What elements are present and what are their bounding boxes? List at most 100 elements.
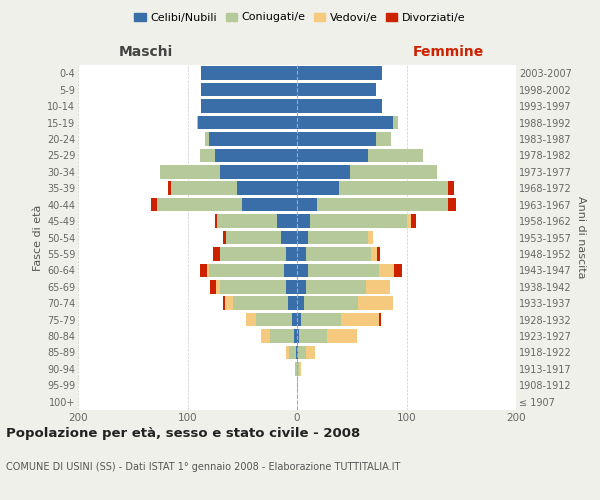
Bar [286,346,289,359]
Bar [297,83,376,96]
Bar [200,83,297,96]
Bar [306,280,366,293]
Text: COMUNE DI USINI (SS) - Dati ISTAT 1° gennaio 2008 - Elaborazione TUTTITALIA.IT: COMUNE DI USINI (SS) - Dati ISTAT 1° gen… [6,462,400,472]
Bar [317,198,448,211]
Bar [304,296,358,310]
Bar [297,148,368,162]
Bar [207,264,209,277]
Bar [220,247,286,260]
Bar [297,330,299,343]
Bar [341,313,379,326]
Bar [160,165,220,178]
Bar [233,296,288,310]
Text: Maschi: Maschi [118,45,173,59]
Bar [217,214,277,228]
Bar [205,132,209,145]
Bar [286,247,297,260]
Bar [199,116,297,129]
Bar [299,330,326,343]
Bar [256,313,292,326]
Bar [294,330,297,343]
Bar [245,313,256,326]
Y-axis label: Fasce di età: Fasce di età [32,204,43,270]
Bar [368,231,373,244]
Bar [220,165,297,178]
Bar [377,247,380,260]
Bar [168,182,171,195]
Bar [215,148,297,162]
Bar [297,132,376,145]
Bar [379,264,394,277]
Bar [200,66,297,80]
Bar [220,280,286,293]
Bar [297,296,304,310]
Bar [209,132,297,145]
Legend: Celibi/Nubili, Coniugati/e, Vedovi/e, Divorziati/e: Celibi/Nubili, Coniugati/e, Vedovi/e, Di… [130,8,470,27]
Bar [297,280,306,293]
Bar [277,214,297,228]
Bar [298,346,306,359]
Bar [308,264,379,277]
Bar [226,231,281,244]
Bar [350,165,437,178]
Bar [289,346,296,359]
Bar [297,198,317,211]
Bar [200,100,297,113]
Bar [297,116,394,129]
Bar [237,182,297,195]
Bar [157,198,242,211]
Bar [394,264,402,277]
Bar [242,198,297,211]
Bar [301,313,341,326]
Bar [200,264,207,277]
Bar [366,280,390,293]
Bar [211,280,216,293]
Bar [371,247,377,260]
Bar [297,66,382,80]
Bar [297,313,301,326]
Bar [448,198,456,211]
Bar [297,378,298,392]
Bar [151,198,157,211]
Bar [209,264,284,277]
Bar [225,296,233,310]
Bar [379,313,382,326]
Bar [411,214,416,228]
Bar [284,264,297,277]
Bar [297,214,310,228]
Bar [308,231,368,244]
Bar [171,182,237,195]
Bar [223,296,225,310]
Bar [358,296,394,310]
Bar [297,165,350,178]
Bar [297,231,308,244]
Bar [261,330,269,343]
Bar [281,231,297,244]
Bar [212,247,220,260]
Bar [200,148,215,162]
Text: Popolazione per età, sesso e stato civile - 2008: Popolazione per età, sesso e stato civil… [6,428,360,440]
Bar [297,182,338,195]
Bar [223,231,226,244]
Bar [394,116,398,129]
Bar [297,346,298,359]
Bar [288,296,297,310]
Bar [269,330,294,343]
Bar [310,214,407,228]
Bar [299,362,301,376]
Bar [448,182,454,195]
Y-axis label: Anni di nascita: Anni di nascita [576,196,586,279]
Bar [306,346,314,359]
Bar [306,247,371,260]
Bar [297,362,299,376]
Bar [407,214,411,228]
Bar [292,313,297,326]
Bar [368,148,423,162]
Bar [296,346,297,359]
Bar [297,264,308,277]
Text: Femmine: Femmine [413,45,484,59]
Bar [286,280,297,293]
Bar [338,182,448,195]
Bar [197,116,199,129]
Bar [216,280,220,293]
